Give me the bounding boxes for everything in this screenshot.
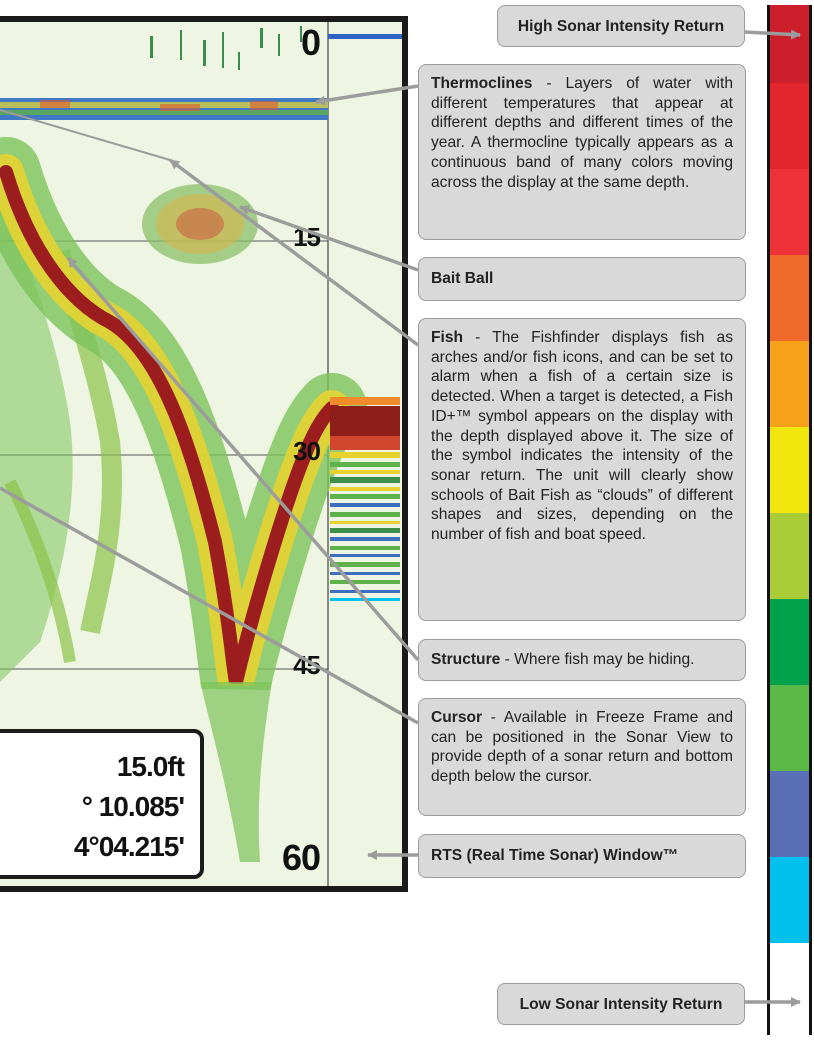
intensity-swatch [770, 599, 809, 685]
intensity-swatch [770, 685, 809, 771]
intensity-swatch [770, 5, 809, 83]
cursor-readout-box: 15.0ft ° 10.085' 4°04.215' [0, 729, 204, 879]
callout-fish: Fish - The Fishfinder displays fish as a… [418, 318, 746, 621]
cursor-text: - Available in Freeze Frame and can be p… [431, 709, 733, 786]
callout-structure: Structure - Where fish may be hiding. [418, 639, 746, 681]
thermoclines-title: Thermoclines [431, 75, 533, 92]
intensity-swatch [770, 943, 809, 1055]
callout-thermoclines: Thermoclines - Layers of water with diff… [418, 64, 746, 240]
intensity-color-bar [767, 5, 812, 1055]
thermocline-band [0, 98, 328, 120]
sonar-display: 0 15 30 45 60 15.0ft ° 10.085' 4°04.215' [0, 16, 408, 892]
readout-latitude: ° 10.085' [81, 791, 185, 822]
intensity-swatch [770, 427, 809, 513]
bottom-plume [200, 682, 272, 862]
readout-depth: 15.0ft [116, 751, 185, 782]
intensity-swatch [770, 857, 809, 943]
intensity-swatch [770, 513, 809, 599]
bait-ball [142, 184, 258, 264]
depth-label-30: 30 [293, 436, 321, 466]
callout-high-intensity: High Sonar Intensity Return [497, 5, 745, 47]
depth-label-0: 0 [300, 22, 321, 63]
callout-rts-window: RTS (Real Time Sonar) Window™ [418, 834, 746, 878]
readout-longitude: 4°04.215' [73, 831, 185, 862]
intensity-swatch [770, 255, 809, 341]
intensity-swatch [770, 169, 809, 255]
depth-label-45: 45 [293, 650, 321, 680]
intensity-swatch [770, 341, 809, 427]
callout-cursor: Cursor - Available in Freeze Frame and c… [418, 698, 746, 816]
fish-title: Fish [431, 329, 464, 346]
depth-label-60: 60 [281, 837, 321, 878]
callout-bait-ball: Bait Ball [418, 257, 746, 301]
structure-text: - Where fish may be hiding. [500, 651, 695, 668]
intensity-swatch [770, 83, 809, 169]
fish-text: - The Fishfinder displays fish as arches… [431, 329, 733, 544]
structure-title: Structure [431, 651, 501, 668]
depth-label-15: 15 [293, 222, 321, 252]
intensity-swatch [770, 771, 809, 857]
rts-window [330, 397, 400, 601]
thermoclines-text: - Layers of water with different tempera… [431, 75, 733, 191]
cursor-title: Cursor [431, 709, 483, 726]
surface-clutter [150, 26, 402, 70]
callout-low-intensity: Low Sonar Intensity Return [497, 983, 745, 1025]
